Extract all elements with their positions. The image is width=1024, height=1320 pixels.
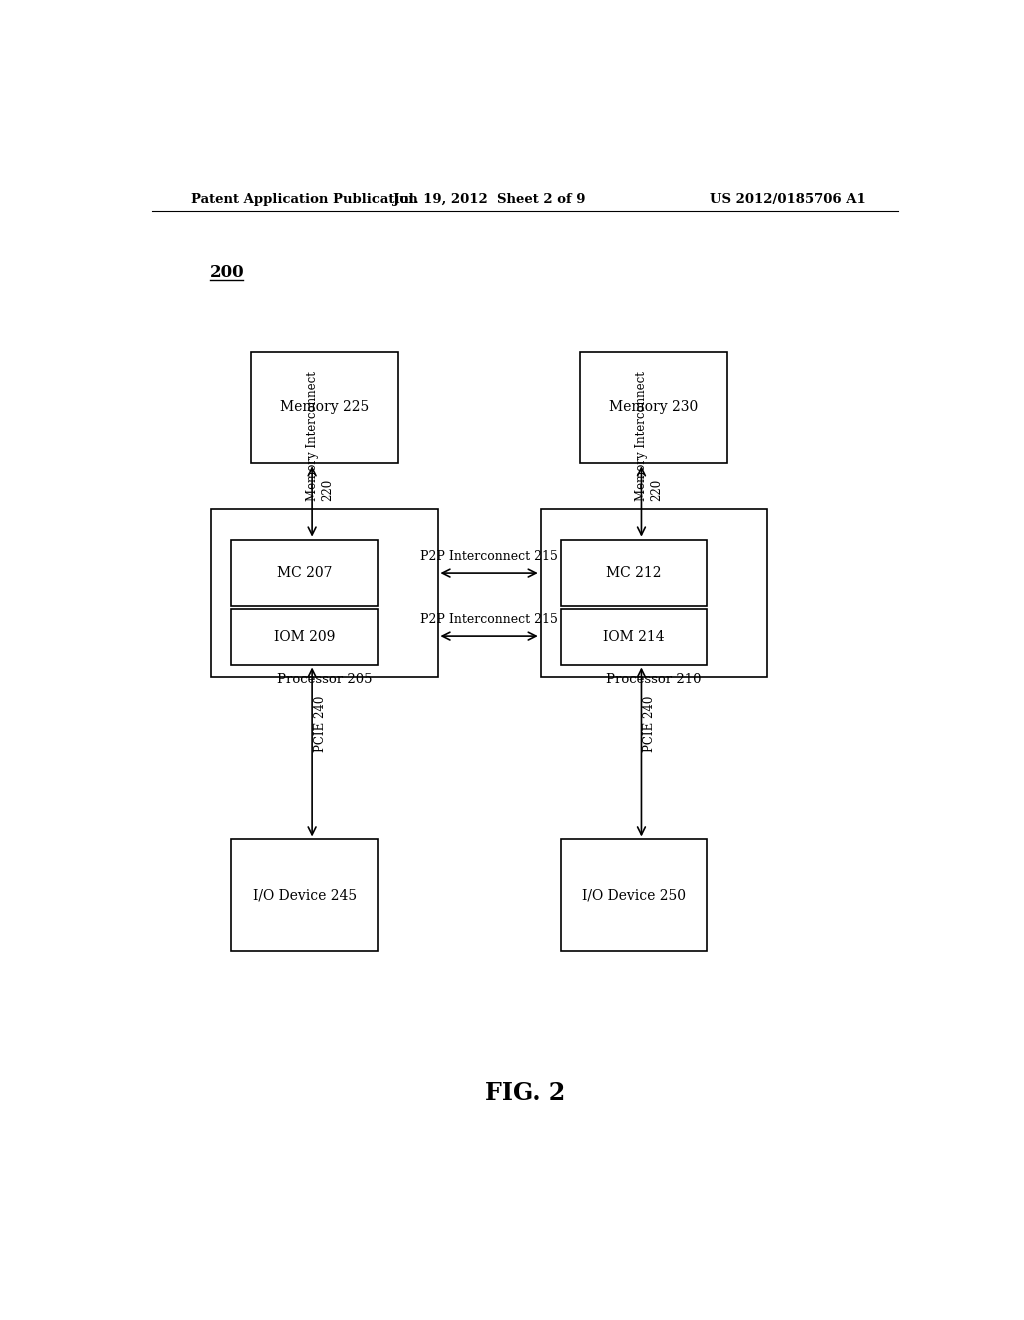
Text: P2P Interconnect 215: P2P Interconnect 215	[420, 550, 558, 562]
Text: FIG. 2: FIG. 2	[484, 1081, 565, 1105]
Text: Memory 225: Memory 225	[280, 400, 369, 414]
Text: Memory 230: Memory 230	[609, 400, 698, 414]
Text: I/O Device 245: I/O Device 245	[253, 888, 356, 903]
Text: Processor 205: Processor 205	[276, 673, 372, 685]
FancyBboxPatch shape	[251, 351, 397, 463]
Text: Jul. 19, 2012  Sheet 2 of 9: Jul. 19, 2012 Sheet 2 of 9	[393, 193, 586, 206]
FancyBboxPatch shape	[231, 540, 378, 606]
FancyBboxPatch shape	[581, 351, 727, 463]
FancyBboxPatch shape	[560, 540, 708, 606]
Text: MC 207: MC 207	[276, 565, 333, 579]
FancyBboxPatch shape	[560, 609, 708, 664]
FancyBboxPatch shape	[541, 510, 767, 677]
Text: P2P Interconnect 215: P2P Interconnect 215	[420, 612, 558, 626]
Text: Patent Application Publication: Patent Application Publication	[191, 193, 418, 206]
Text: IOM 209: IOM 209	[273, 630, 335, 644]
FancyBboxPatch shape	[231, 840, 378, 952]
Text: Memory Interconnect
220: Memory Interconnect 220	[306, 371, 334, 502]
Text: 200: 200	[210, 264, 245, 281]
Text: Memory Interconnect
220: Memory Interconnect 220	[636, 371, 664, 502]
Text: US 2012/0185706 A1: US 2012/0185706 A1	[711, 193, 866, 206]
Text: MC 212: MC 212	[606, 565, 662, 579]
Text: I/O Device 250: I/O Device 250	[582, 888, 686, 903]
Text: IOM 214: IOM 214	[603, 630, 665, 644]
FancyBboxPatch shape	[560, 840, 708, 952]
Text: Processor 210: Processor 210	[606, 673, 701, 685]
FancyBboxPatch shape	[211, 510, 437, 677]
Text: PCIE 240: PCIE 240	[643, 696, 656, 752]
FancyBboxPatch shape	[231, 609, 378, 664]
Text: PCIE 240: PCIE 240	[313, 696, 327, 752]
